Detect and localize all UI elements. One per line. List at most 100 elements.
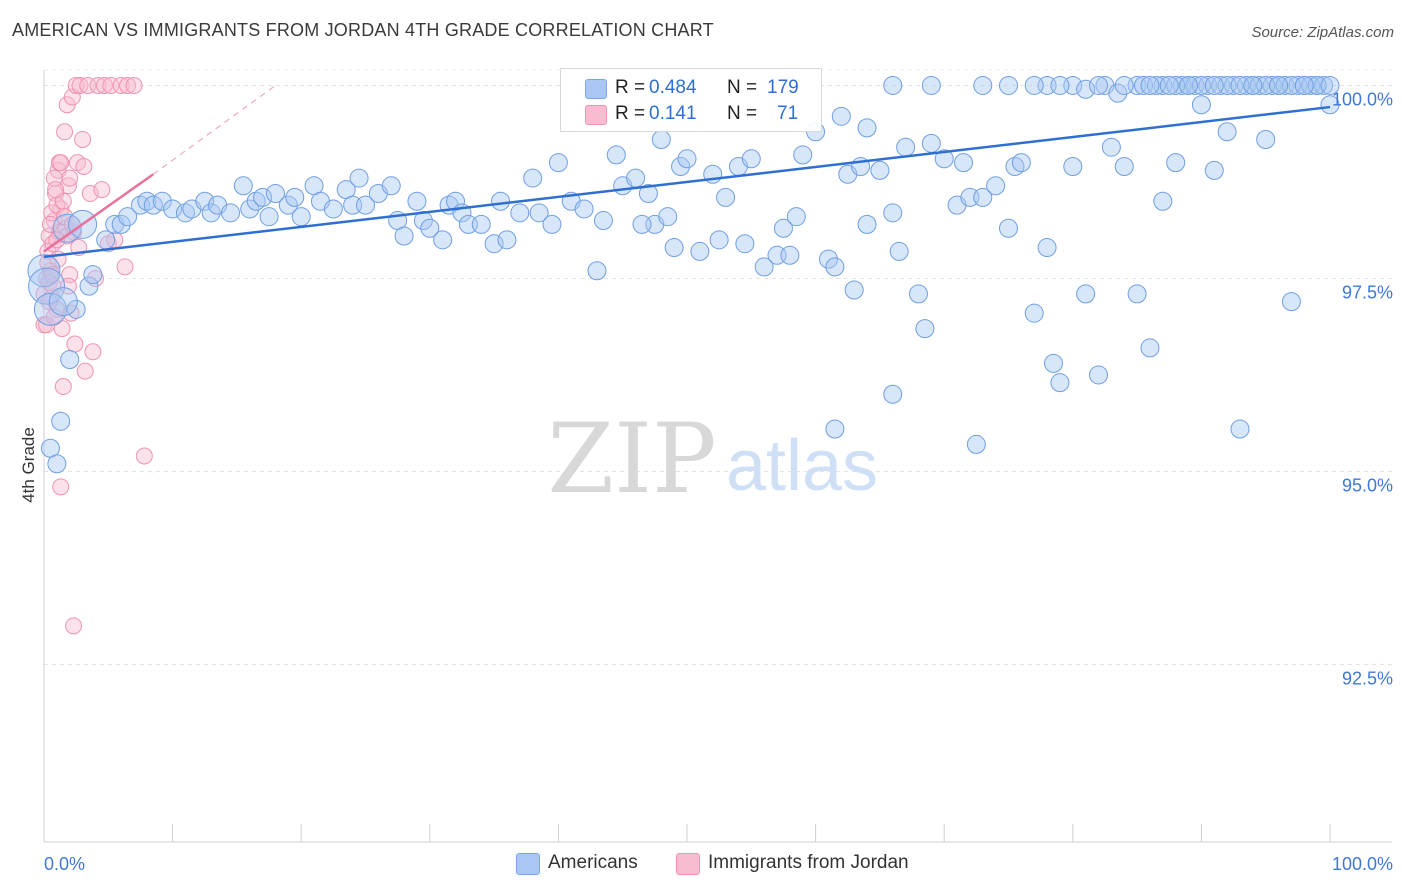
americans-point [33, 292, 67, 326]
americans-point [407, 191, 427, 211]
americans-point [638, 184, 658, 204]
jordan-point [61, 169, 79, 187]
americans-point [825, 257, 845, 277]
americans-point [999, 218, 1018, 238]
americans-point [1050, 75, 1070, 95]
americans-point [870, 160, 890, 180]
americans-point [825, 419, 845, 439]
jordan-point [66, 335, 84, 353]
americans-trend-line [43, 105, 1331, 259]
jordan-point [52, 154, 70, 172]
r-value: 0.141 [649, 103, 697, 124]
jordan-point [125, 76, 143, 94]
americans-point [953, 153, 973, 173]
americans-point [163, 199, 183, 219]
americans-point [973, 75, 993, 95]
americans-point [529, 203, 549, 223]
americans-point [1294, 75, 1314, 95]
americans-point [1024, 75, 1044, 95]
americans-point [471, 214, 491, 234]
americans-point [1314, 75, 1334, 95]
jordan-point [93, 181, 111, 199]
americans-point [883, 384, 903, 404]
americans-point [1159, 75, 1179, 95]
americans-point [741, 149, 761, 169]
americans-point [265, 184, 285, 204]
americans-point [259, 207, 279, 227]
americans-point [497, 230, 517, 250]
americans-point [844, 280, 864, 300]
jordan-point [41, 215, 59, 233]
jordan-point [112, 76, 130, 94]
jordan-swatch [585, 105, 607, 125]
americans-point [542, 214, 562, 234]
americans-point [754, 257, 774, 277]
americans-point [934, 149, 954, 169]
americans-point [285, 187, 305, 207]
americans-point [587, 261, 607, 281]
americans-point [1108, 83, 1128, 103]
watermark: ZIP atlas [547, 403, 878, 515]
jordan-legend-label: Immigrants from Jordan [708, 852, 909, 873]
americans-point [1191, 95, 1211, 115]
americans-point [240, 199, 260, 219]
americans-point [606, 145, 626, 165]
jordan-point [52, 478, 70, 496]
americans-point [658, 207, 678, 227]
americans-point [773, 218, 793, 238]
americans-point [1011, 153, 1031, 173]
americans-point [1243, 75, 1263, 95]
americans-point [1320, 95, 1340, 115]
americans-point [1101, 137, 1121, 157]
n-value: 179 [767, 77, 799, 98]
americans-point [51, 411, 71, 431]
series-americans [27, 75, 1340, 474]
jordan-point [76, 362, 94, 380]
americans-point [47, 454, 67, 474]
americans-point [48, 287, 78, 317]
americans-point [1063, 157, 1083, 176]
stats-legend: R = 0.484 N = 179 R = 0.141 N = 71 [560, 68, 822, 132]
americans-point [27, 254, 61, 288]
jordan-point [95, 76, 113, 94]
americans-point [291, 207, 311, 227]
americans-point [690, 241, 710, 261]
n-label: N = [727, 103, 758, 124]
americans-point [118, 207, 138, 227]
americans-point [883, 203, 903, 223]
chart-title: AMERICAN VS IMMIGRANTS FROM JORDAN 4TH G… [12, 20, 714, 40]
watermark-zip: ZIP [547, 403, 716, 515]
americans-point [195, 191, 215, 211]
jordan-point [65, 617, 83, 635]
americans-point [1024, 303, 1044, 323]
trend-lines [43, 84, 1331, 259]
r-label: R = [615, 103, 646, 124]
tick-labels: 92.5% 95.0% 97.5% 100.0% 0.0% 100.0% [44, 89, 1393, 874]
americans-point [793, 145, 813, 165]
jordan-point [119, 76, 137, 94]
jordan-point [102, 76, 120, 94]
r-label: R = [615, 77, 646, 98]
americans-point [523, 168, 543, 188]
americans-point [818, 249, 838, 269]
americans-point [915, 319, 935, 339]
jordan-point [116, 258, 134, 276]
jordan-point [89, 76, 107, 94]
y-tick-label: 92.5% [1342, 668, 1393, 688]
x-tick-label: 0.0% [44, 854, 85, 874]
americans-point [896, 137, 916, 157]
americans-legend-label: Americans [548, 852, 638, 873]
n-value: 71 [777, 103, 799, 124]
watermark-atlas: atlas [726, 426, 878, 506]
americans-point [323, 199, 343, 219]
americans-point [1127, 284, 1147, 304]
americans-point [1153, 191, 1173, 211]
y-tick-label: 100.0% [1332, 89, 1393, 109]
jordan-point [84, 343, 102, 361]
americans-point [632, 214, 652, 234]
americans-point [1217, 122, 1237, 142]
jordan-trend-extension [152, 84, 276, 175]
americans-point [491, 191, 511, 211]
americans-point [973, 187, 993, 207]
